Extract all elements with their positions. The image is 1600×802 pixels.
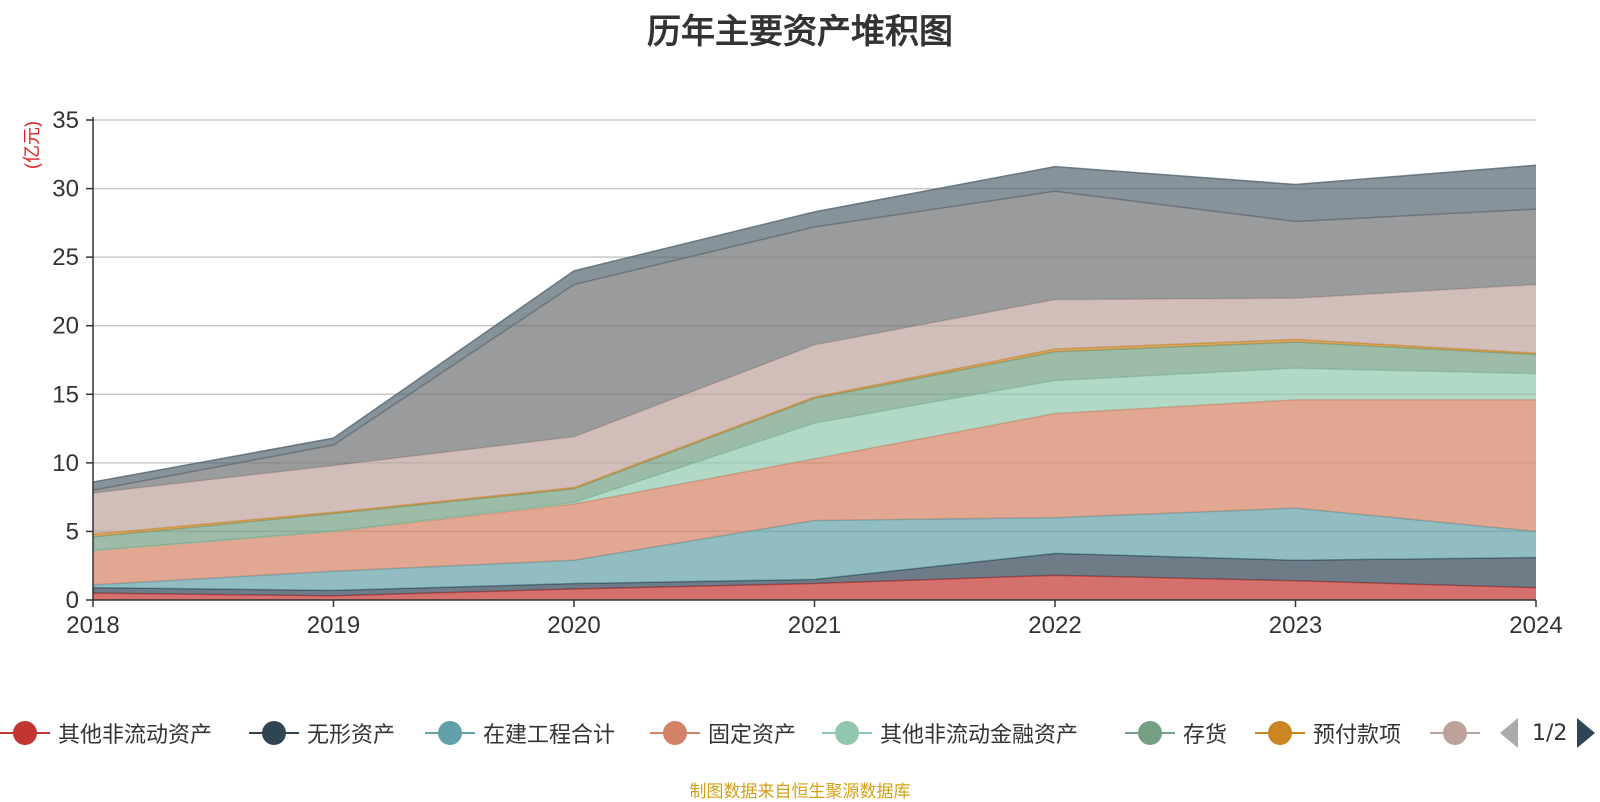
legend-marker-icon — [1255, 718, 1305, 748]
legend-label: 其他非流动金融资产 — [880, 723, 1079, 748]
area-series-line-9 — [92, 164, 1537, 483]
y-tick-label: 25 — [52, 244, 79, 271]
legend-item-5[interactable]: 存货 — [1125, 711, 1227, 755]
y-tick-label: 0 — [66, 587, 79, 614]
legend-label: 在建工程合计 — [483, 723, 616, 748]
legend-marker-icon — [822, 718, 872, 748]
y-tick-label: 35 — [52, 107, 79, 134]
legend-marker-icon — [650, 718, 700, 748]
legend-item-0[interactable]: 其他非流动资产 — [0, 711, 212, 755]
legend-page-indicator: 1/2 — [1532, 720, 1568, 746]
legend-marker-icon — [1430, 718, 1480, 748]
legend-item-7[interactable] — [1430, 711, 1480, 755]
legend-label: 预付款项 — [1313, 723, 1402, 748]
legend-item-6[interactable]: 预付款项 — [1255, 711, 1401, 755]
legend-marker-icon — [0, 718, 50, 748]
legend-next-page-icon[interactable] — [1577, 718, 1596, 748]
x-tick-label: 2022 — [1028, 612, 1081, 639]
area-series-0 — [93, 575, 1536, 600]
area-series-2 — [93, 508, 1536, 591]
y-tick-label: 10 — [52, 450, 79, 477]
legend-marker-icon — [425, 718, 475, 748]
area-series-9 — [93, 165, 1536, 491]
legend-label: 固定资产 — [708, 723, 797, 748]
y-tick-label: 30 — [52, 176, 79, 203]
legend-label: 其他非流动资产 — [58, 723, 213, 748]
area-series-5 — [93, 342, 1536, 551]
legend-prev-page-icon[interactable] — [1500, 718, 1518, 748]
y-tick-label: 15 — [52, 381, 79, 408]
area-series-3 — [93, 399, 1536, 585]
source-note: 制图数据来自恒生聚源数据库 — [689, 782, 911, 802]
y-tick-label: 5 — [66, 518, 79, 545]
chart-title: 历年主要资产堆积图 — [647, 12, 953, 52]
legend-item-4[interactable]: 其他非流动金融资产 — [822, 711, 1078, 755]
chart-legend: 其他非流动资产 无形资产 在建工程合计 固定资产 其他非流动金融资产 存货 预付款项 — [0, 711, 1600, 755]
legend-item-2[interactable]: 在建工程合计 — [425, 711, 615, 755]
x-tick-label: 2018 — [66, 612, 119, 639]
legend-pager: 1/2 — [1500, 711, 1596, 755]
y-axis-unit-label: (亿元) — [22, 121, 42, 169]
legend-marker-icon — [1125, 718, 1175, 748]
y-tick-label: 20 — [52, 313, 79, 340]
x-tick-label: 2020 — [547, 612, 600, 639]
area-series-8 — [93, 191, 1536, 494]
area-series-line-4 — [92, 367, 1537, 552]
axis-layer: 0 5 10 15 20 25 30 35 2018 2019 2020 2021 2022 2023 20… — [52, 107, 1562, 639]
area-series-7 — [93, 284, 1536, 535]
x-tick-label: 2024 — [1509, 612, 1562, 639]
legend-label: 存货 — [1183, 723, 1228, 748]
legend-label: 无形资产 — [307, 723, 396, 748]
legend-marker-icon — [249, 718, 299, 748]
legend-item-1[interactable]: 无形资产 — [249, 711, 395, 755]
x-tick-label: 2023 — [1269, 612, 1322, 639]
x-tick-label: 2019 — [307, 612, 360, 639]
legend-item-3[interactable]: 固定资产 — [650, 711, 796, 755]
area-series-1 — [93, 553, 1536, 596]
area-series-line-6 — [92, 338, 1537, 535]
area-layer — [92, 164, 1537, 600]
area-series-4 — [93, 368, 1536, 551]
x-tick-label: 2021 — [788, 612, 841, 639]
